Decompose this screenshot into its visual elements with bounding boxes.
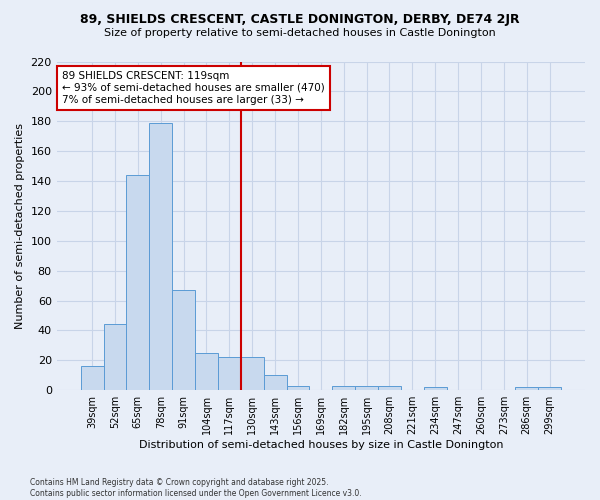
Text: Size of property relative to semi-detached houses in Castle Donington: Size of property relative to semi-detach… — [104, 28, 496, 38]
Bar — [332, 386, 355, 390]
Text: 89, SHIELDS CRESCENT, CASTLE DONINGTON, DERBY, DE74 2JR: 89, SHIELDS CRESCENT, CASTLE DONINGTON, … — [80, 12, 520, 26]
Bar — [149, 123, 172, 390]
Bar — [218, 358, 241, 390]
Bar — [355, 386, 378, 390]
Bar — [80, 366, 104, 390]
Bar — [241, 358, 263, 390]
Bar — [127, 175, 149, 390]
X-axis label: Distribution of semi-detached houses by size in Castle Donington: Distribution of semi-detached houses by … — [139, 440, 503, 450]
Bar — [538, 387, 561, 390]
Y-axis label: Number of semi-detached properties: Number of semi-detached properties — [15, 123, 25, 329]
Text: Contains HM Land Registry data © Crown copyright and database right 2025.
Contai: Contains HM Land Registry data © Crown c… — [30, 478, 362, 498]
Bar — [172, 290, 195, 390]
Bar — [424, 387, 446, 390]
Bar — [104, 324, 127, 390]
Bar — [515, 387, 538, 390]
Bar — [378, 386, 401, 390]
Text: 89 SHIELDS CRESCENT: 119sqm
← 93% of semi-detached houses are smaller (470)
7% o: 89 SHIELDS CRESCENT: 119sqm ← 93% of sem… — [62, 72, 325, 104]
Bar — [263, 376, 287, 390]
Bar — [287, 386, 310, 390]
Bar — [195, 353, 218, 390]
